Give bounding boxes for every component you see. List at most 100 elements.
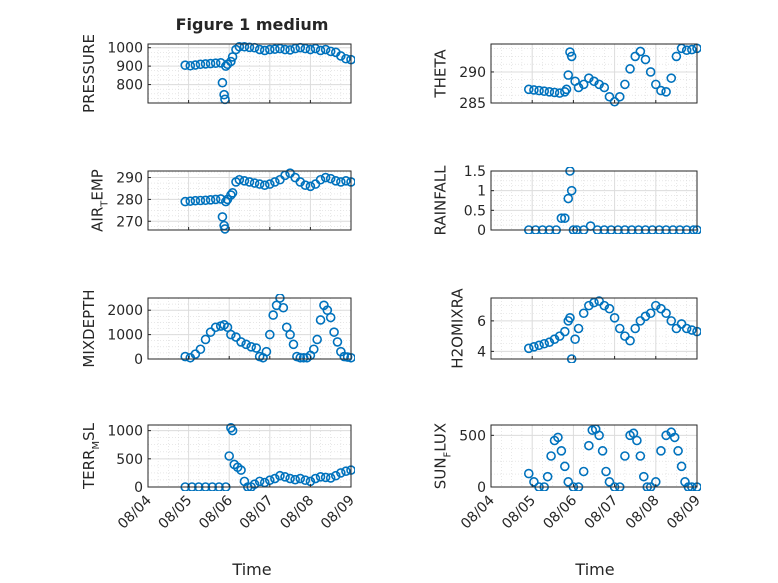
data-point — [215, 194, 226, 204]
data-point — [200, 195, 211, 206]
data-point — [549, 334, 560, 344]
data-point — [200, 59, 211, 69]
data-point — [544, 87, 555, 97]
axes-box — [147, 424, 352, 488]
data-point — [669, 432, 680, 443]
data-point — [180, 196, 191, 207]
data-point — [544, 337, 555, 348]
data-point — [325, 46, 336, 57]
data-point — [254, 44, 265, 55]
data-point — [239, 41, 250, 52]
y-tick-label: 1000 — [107, 328, 143, 344]
data-point — [534, 340, 544, 351]
data-point — [195, 344, 206, 355]
data-point — [310, 43, 321, 54]
data-point — [578, 466, 589, 477]
data-point — [560, 87, 570, 97]
x-tick-label: 08/09 — [318, 493, 358, 533]
data-point — [620, 79, 630, 90]
data-point — [604, 303, 615, 314]
data-point — [578, 308, 589, 319]
axes-box — [147, 43, 352, 104]
data-point — [330, 470, 341, 481]
data-point — [566, 51, 577, 62]
data-point — [687, 325, 697, 335]
data-point — [290, 474, 300, 485]
data-point — [315, 45, 326, 56]
data-point — [584, 300, 594, 311]
axes-box — [490, 170, 698, 231]
data-point — [609, 313, 620, 323]
y-tick-label: 6 — [477, 314, 486, 330]
data-point — [341, 466, 351, 477]
data-point — [190, 195, 201, 206]
data-point — [195, 195, 206, 206]
y-tick-label: 280 — [116, 192, 143, 208]
data-point — [312, 334, 322, 345]
y-tick-label: 1 — [477, 184, 486, 200]
x-tick-label: 08/06 — [196, 492, 236, 532]
data-point — [259, 45, 270, 56]
data-series — [180, 41, 355, 105]
data-point — [217, 212, 228, 222]
subplot-5: 0 1000 2000 MIXDEPTH — [80, 289, 355, 368]
data-point — [278, 302, 289, 313]
subplot-8: 0 500 08/04 08/05 08/06 08/07 08/08 08/09 SUNFLU… — [432, 423, 704, 533]
data-point — [295, 473, 306, 484]
data-point — [650, 300, 661, 311]
data-point — [650, 79, 661, 90]
data-point — [339, 351, 350, 362]
data-point — [601, 466, 611, 477]
data-point — [635, 46, 646, 57]
data-point — [254, 476, 265, 487]
y-tick-label: 1.5 — [464, 164, 486, 180]
subplot-4: 0 0.5 1 1.5 RAINFALL — [432, 164, 701, 239]
data-point — [295, 352, 306, 363]
data-point — [234, 174, 245, 185]
data-point — [625, 335, 635, 346]
subplot-7: 0 500 1000 08/04 08/05 08/06 08/07 08/08 08/09 TE… — [80, 422, 358, 532]
y-axis-label: TERRMSL — [80, 422, 102, 490]
subplot-3: 270 280 290 AIRTEMP — [89, 168, 355, 234]
x-tick-label: 08/08 — [277, 493, 317, 533]
data-point — [566, 185, 577, 196]
data-point — [249, 479, 260, 489]
data-point — [638, 471, 649, 482]
data-point — [205, 58, 216, 69]
data-point — [249, 178, 260, 188]
y-tick-label: 4 — [477, 344, 486, 360]
data-point — [560, 461, 570, 472]
data-point — [325, 173, 336, 184]
data-point — [661, 308, 671, 319]
data-point — [270, 473, 280, 484]
data-point — [671, 51, 682, 62]
data-point — [635, 451, 646, 461]
data-point — [329, 327, 339, 337]
data-point — [336, 468, 346, 478]
data-point — [275, 43, 285, 54]
data-point — [556, 446, 567, 456]
data-point — [290, 43, 300, 54]
data-point — [254, 179, 265, 189]
data-point — [320, 172, 331, 183]
y-axis-label: H2OMIXRA — [449, 288, 467, 369]
x-tick-label: 08/07 — [237, 493, 277, 533]
data-point — [300, 43, 311, 54]
data-point — [310, 473, 321, 484]
y-tick-label: 800 — [116, 78, 143, 94]
data-point — [563, 193, 574, 204]
data-point — [190, 349, 201, 359]
data-point — [246, 341, 256, 352]
data-point — [231, 332, 241, 342]
data-point — [251, 343, 262, 353]
data-point — [560, 213, 570, 223]
data-point — [210, 322, 221, 333]
data-point — [645, 67, 656, 77]
data-point — [285, 45, 295, 55]
data-point — [523, 343, 534, 354]
data-point — [264, 179, 275, 189]
data-point — [180, 351, 191, 362]
data-point — [604, 91, 615, 102]
data-point — [221, 196, 231, 207]
data-point — [632, 435, 642, 446]
